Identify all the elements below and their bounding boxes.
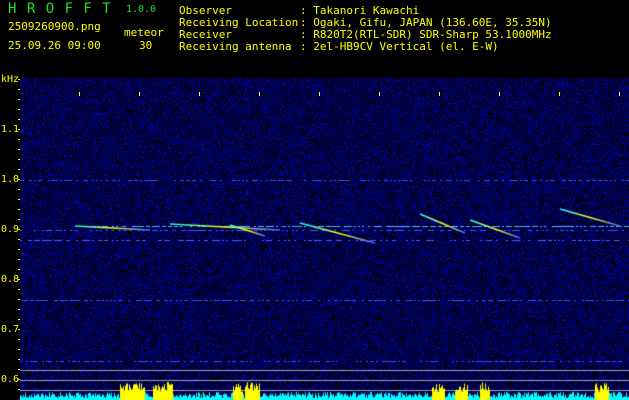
- y-tick-mark: [18, 279, 20, 280]
- x-tick-mark: [259, 92, 260, 96]
- observer-label: Observer: [179, 4, 232, 17]
- datetime: 25.09.26 09:00: [8, 39, 101, 52]
- y-tick-label: 1.0: [1, 174, 20, 185]
- y-tick-label: 0.8: [1, 274, 20, 285]
- meteor-label: meteor: [124, 26, 164, 39]
- y-tick-mark: [18, 359, 20, 360]
- x-tick-mark: [199, 92, 200, 96]
- y-tick-mark: [18, 299, 20, 300]
- y-tick-mark: [18, 99, 20, 100]
- y-tick-mark: [18, 229, 20, 230]
- app-logo: H R O F F T: [8, 1, 112, 17]
- y-tick-mark: [18, 249, 20, 250]
- y-tick-mark: [18, 129, 20, 130]
- filename: 2509260900.png: [8, 20, 101, 33]
- x-tick-mark: [319, 92, 320, 96]
- x-tick-mark: [499, 92, 500, 96]
- location-value: : Ogaki, Gifu, JAPAN (136.60E, 35.35N): [300, 16, 552, 29]
- y-tick-mark: [18, 149, 20, 150]
- y-tick-mark: [18, 119, 20, 120]
- x-tick-mark: [619, 92, 620, 96]
- y-tick-mark: [18, 169, 20, 170]
- y-tick-mark: [18, 179, 20, 180]
- x-tick-mark: [559, 92, 560, 96]
- y-tick-mark: [18, 79, 20, 80]
- observer-value: : Takanori Kawachi: [300, 4, 420, 17]
- y-tick-mark: [18, 159, 20, 160]
- y-unit-label: kHz: [1, 74, 20, 85]
- x-tick-mark: [139, 92, 140, 96]
- app-version: 1.0.0: [126, 4, 157, 15]
- y-tick-mark: [18, 309, 20, 310]
- y-tick-mark: [18, 319, 20, 320]
- y-tick-mark: [18, 379, 20, 380]
- y-tick-mark: [18, 109, 20, 110]
- y-tick-mark: [18, 349, 20, 350]
- y-tick-mark: [18, 89, 20, 90]
- y-tick-mark: [18, 219, 20, 220]
- y-tick-label: 1.1: [1, 124, 20, 135]
- antenna-label: Receiving antenna: [179, 40, 292, 53]
- y-tick-mark: [18, 389, 20, 390]
- y-tick-mark: [18, 139, 20, 140]
- y-tick-label: 0.9: [1, 224, 20, 235]
- spectrogram: [20, 78, 629, 400]
- y-tick-mark: [18, 289, 20, 290]
- y-tick-mark: [18, 269, 20, 270]
- x-tick-mark: [439, 92, 440, 96]
- y-tick-mark: [18, 259, 20, 260]
- receiver-label: Receiver: [179, 28, 232, 41]
- y-tick-mark: [18, 339, 20, 340]
- y-tick-mark: [18, 329, 20, 330]
- y-tick-mark: [18, 209, 20, 210]
- location-label: Receiving Location: [179, 16, 299, 29]
- meteor-count: 30: [139, 39, 153, 52]
- y-tick-label: 0.7: [1, 324, 20, 335]
- y-tick-mark: [18, 239, 20, 240]
- antenna-value: : 2el-HB9CV Vertical (el. E-W): [300, 40, 499, 53]
- receiver-value: : R820T2(RTL-SDR) SDR-Sharp 53.1000MHz: [300, 28, 552, 41]
- y-tick-mark: [18, 199, 20, 200]
- x-tick-mark: [379, 92, 380, 96]
- y-tick-mark: [18, 369, 20, 370]
- y-tick-mark: [18, 189, 20, 190]
- y-tick-label: 0.6: [1, 374, 20, 385]
- x-tick-mark: [79, 92, 80, 96]
